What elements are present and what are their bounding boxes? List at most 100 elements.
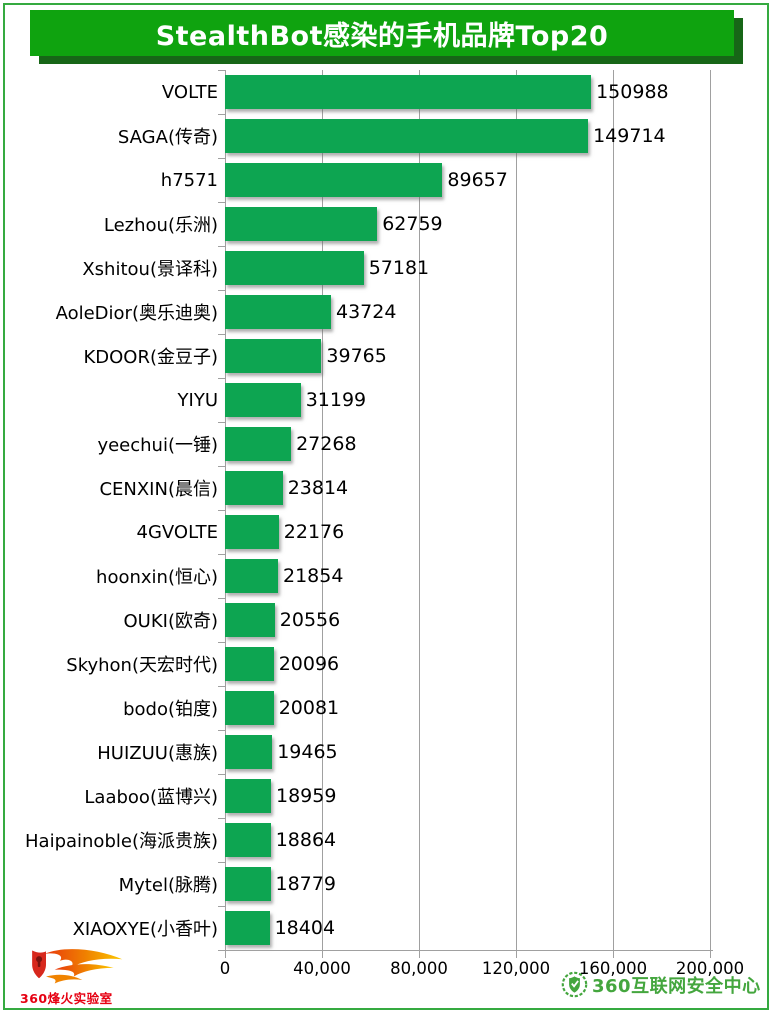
bar <box>225 207 378 241</box>
bar-track: 20081 <box>225 686 772 730</box>
bar <box>225 251 364 285</box>
category-label: AoleDior(奥乐迪奥) <box>55 303 218 324</box>
bar-row: Xshitou(景译科) 57181 <box>0 246 772 290</box>
bar <box>225 867 271 901</box>
bar-row: hoonxin(恒心) 21854 <box>0 554 772 598</box>
x-axis-tick-label: 0 <box>219 959 231 978</box>
bar-track: 20096 <box>225 642 772 686</box>
category-axis-tick <box>218 598 225 599</box>
bar-row: Lezhou(乐洲) 62759 <box>0 202 772 246</box>
bar <box>225 691 274 725</box>
value-label: 19465 <box>277 741 338 763</box>
x-axis-tick <box>613 951 614 958</box>
bar-row: bodo(铂度) 20081 <box>0 686 772 730</box>
bar-track: 18959 <box>225 774 772 818</box>
category-label: h7571 <box>160 169 218 191</box>
value-label: 43724 <box>336 301 397 323</box>
bar-row: Skyhon(天宏时代) 20096 <box>0 642 772 686</box>
bar <box>225 647 274 681</box>
bar-row: VOLTE 150988 <box>0 70 772 114</box>
x-axis-tick <box>322 951 323 958</box>
gridline <box>322 70 323 950</box>
category-label: SAGA(传奇) <box>117 127 218 148</box>
category-axis-tick <box>218 158 225 159</box>
x-axis-tick <box>710 951 711 958</box>
bar-row: Laaboo(蓝博兴) 18959 <box>0 774 772 818</box>
bar <box>225 295 331 329</box>
category-label: bodo(铂度) <box>123 699 218 720</box>
category-label: hoonxin(恒心) <box>96 567 218 588</box>
bar <box>225 911 270 945</box>
bar-track: 43724 <box>225 290 772 334</box>
category-axis-tick <box>218 774 225 775</box>
bar <box>225 471 283 505</box>
x-axis-tick-label: 120,000 <box>481 959 551 978</box>
bar-row: h7571 89657 <box>0 158 772 202</box>
category-axis-tick <box>218 290 225 291</box>
category-label: Mytel(脉腾) <box>118 875 218 896</box>
value-label: 18959 <box>276 785 337 807</box>
bar <box>225 163 443 197</box>
category-axis-tick <box>218 334 225 335</box>
value-label: 150988 <box>596 81 669 103</box>
category-axis-tick <box>218 70 225 71</box>
category-label: Laaboo(蓝博兴) <box>84 787 218 808</box>
category-axis-tick <box>218 510 225 511</box>
category-axis-tick <box>218 554 225 555</box>
bar-track: 18864 <box>225 818 772 862</box>
gridline <box>419 70 420 950</box>
value-label: 18779 <box>275 873 336 895</box>
wreath-shield-icon <box>561 971 588 998</box>
bar <box>225 383 301 417</box>
category-label: Xshitou(景译科) <box>82 259 218 280</box>
bar-track: 57181 <box>225 246 772 290</box>
gridline <box>516 70 517 950</box>
category-axis-tick <box>218 950 225 951</box>
bar-row: CENXIN(晨信) 23814 <box>0 466 772 510</box>
firelab-logo: 360烽火实验室 <box>20 947 150 1007</box>
security-center-logo-text: 360互联网安全中心 <box>592 975 761 997</box>
category-label: Skyhon(天宏时代) <box>66 655 218 676</box>
category-axis-tick <box>218 730 225 731</box>
bar <box>225 427 292 461</box>
bar-row: OUKI(欧奇) 20556 <box>0 598 772 642</box>
gridlines <box>225 70 725 950</box>
category-label: Lezhou(乐洲) <box>103 215 218 236</box>
category-label: YIYU <box>177 389 218 411</box>
category-label: CENXIN(晨信) <box>99 479 218 500</box>
bar-rows: VOLTE 150988 SAGA(传奇) 149714 h7571 89657 Lezho… <box>0 70 772 950</box>
category-axis-tick <box>218 114 225 115</box>
category-label: XIAOXYE(小香叶) <box>72 919 218 940</box>
bar-track: 20556 <box>225 598 772 642</box>
gridline <box>613 70 614 950</box>
category-label: KDOOR(金豆子) <box>83 347 218 368</box>
chart-title-banner: StealthBot感染的手机品牌Top20 <box>30 10 734 56</box>
value-label: 18404 <box>274 917 336 939</box>
bar-row: Haipainoble(海派贵族) 18864 <box>0 818 772 862</box>
category-axis-tick <box>218 378 225 379</box>
category-label: yeechui(一锤) <box>97 435 218 456</box>
bar-row: yeechui(一锤) 27268 <box>0 422 772 466</box>
value-label: 39765 <box>326 345 387 367</box>
bar-track: 18779 <box>225 862 772 906</box>
x-axis-tick-label: 80,000 <box>390 959 448 978</box>
page-title: StealthBot感染的手机品牌Top20 <box>155 20 609 52</box>
bar-row: Mytel(脉腾) 18779 <box>0 862 772 906</box>
bar-track: 149714 <box>225 114 772 158</box>
bar-track: 89657 <box>225 158 772 202</box>
bar-track: 23814 <box>225 466 772 510</box>
value-label: 31199 <box>305 389 367 411</box>
value-label: 20096 <box>278 653 340 675</box>
bar-chart: VOLTE 150988 SAGA(传奇) 149714 h7571 89657 Lezho… <box>0 70 772 978</box>
value-label: 22176 <box>283 521 345 543</box>
security-center-logo: 360互联网安全中心 <box>561 971 761 998</box>
x-axis-tick <box>516 951 517 958</box>
bar-track: 62759 <box>225 202 772 246</box>
value-label: 20556 <box>279 609 341 631</box>
x-axis-tick-label: 200,000 <box>675 959 745 978</box>
value-label: 27268 <box>296 433 357 455</box>
bar-row: AoleDior(奥乐迪奥) 43724 <box>0 290 772 334</box>
gridline <box>710 70 711 950</box>
bar-row: XIAOXYE(小香叶) 18404 <box>0 906 772 950</box>
